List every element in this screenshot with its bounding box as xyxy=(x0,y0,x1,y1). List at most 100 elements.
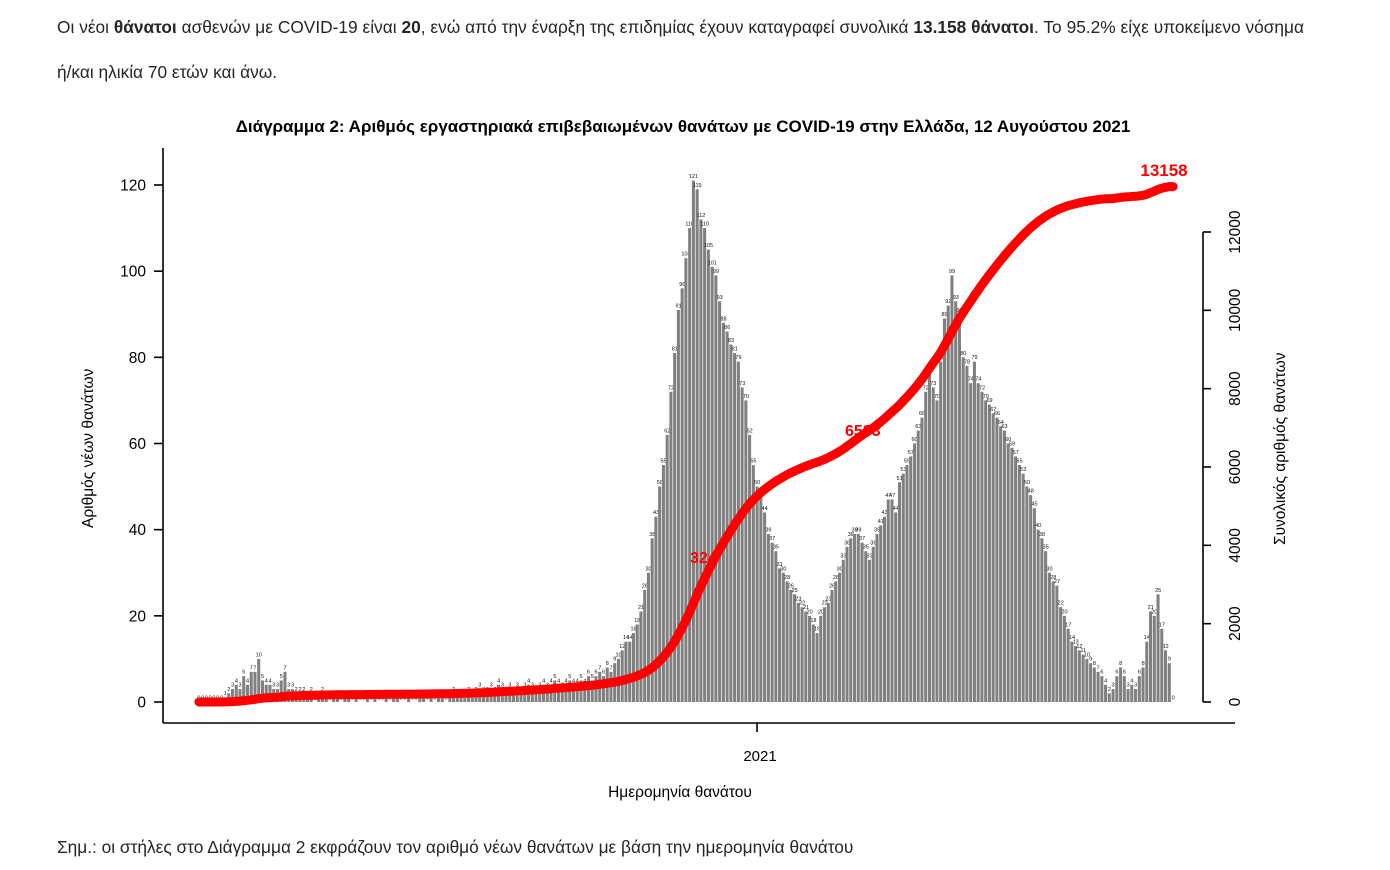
y-axis-left-title: Αριθμός νέων θανάτων xyxy=(80,368,97,528)
intro-segment-bold: 13.158 θάνατοι xyxy=(913,17,1034,37)
svg-text:48: 48 xyxy=(1028,489,1034,495)
svg-text:92: 92 xyxy=(945,299,951,305)
svg-text:12: 12 xyxy=(1163,644,1169,650)
svg-text:4: 4 xyxy=(246,678,249,684)
svg-text:8: 8 xyxy=(1119,661,1122,667)
svg-text:20: 20 xyxy=(1151,609,1157,615)
svg-text:4: 4 xyxy=(542,678,545,684)
svg-text:21: 21 xyxy=(638,605,644,611)
svg-text:4: 4 xyxy=(1104,678,1107,684)
svg-text:2: 2 xyxy=(302,687,305,693)
svg-text:11: 11 xyxy=(1080,648,1086,654)
svg-text:57: 57 xyxy=(1013,450,1019,456)
intro-segment-bold: θάνατοι xyxy=(113,17,177,37)
svg-text:16: 16 xyxy=(630,627,636,633)
svg-text:4: 4 xyxy=(576,678,579,684)
svg-text:79: 79 xyxy=(971,355,977,361)
svg-text:36: 36 xyxy=(870,540,876,546)
svg-text:14: 14 xyxy=(1144,635,1150,641)
svg-text:69: 69 xyxy=(986,398,992,404)
svg-text:103: 103 xyxy=(681,252,690,258)
svg-text:60: 60 xyxy=(1005,437,1011,443)
svg-text:7: 7 xyxy=(1097,665,1100,671)
svg-text:4: 4 xyxy=(235,678,238,684)
svg-text:66: 66 xyxy=(994,411,1000,417)
svg-text:86: 86 xyxy=(724,325,730,331)
svg-text:63: 63 xyxy=(1001,424,1007,430)
svg-text:28: 28 xyxy=(833,575,839,581)
svg-text:4000: 4000 xyxy=(1227,528,1244,563)
svg-text:6: 6 xyxy=(602,670,605,676)
svg-text:14: 14 xyxy=(627,635,633,641)
svg-text:83: 83 xyxy=(728,338,734,344)
svg-text:6: 6 xyxy=(587,670,590,676)
svg-text:67: 67 xyxy=(990,407,996,413)
svg-text:101: 101 xyxy=(708,260,717,266)
svg-text:2: 2 xyxy=(1108,687,1111,693)
svg-text:110: 110 xyxy=(685,222,694,228)
svg-text:57: 57 xyxy=(908,450,914,456)
svg-text:47: 47 xyxy=(885,493,891,499)
svg-text:72: 72 xyxy=(668,385,674,391)
svg-text:8: 8 xyxy=(1093,661,1096,667)
svg-text:3: 3 xyxy=(276,683,279,689)
svg-text:80: 80 xyxy=(960,351,966,357)
svg-text:12000: 12000 xyxy=(1227,210,1244,253)
svg-text:0: 0 xyxy=(445,696,448,702)
svg-text:72: 72 xyxy=(923,385,929,391)
svg-text:28: 28 xyxy=(784,575,790,581)
intro-segment: Οι νέοι xyxy=(57,17,114,37)
svg-text:14: 14 xyxy=(623,635,629,641)
svg-text:51: 51 xyxy=(897,476,903,482)
svg-text:2: 2 xyxy=(310,687,313,693)
svg-text:100: 100 xyxy=(120,264,146,281)
svg-text:7: 7 xyxy=(598,665,601,671)
svg-text:9: 9 xyxy=(1089,657,1092,663)
svg-text:10: 10 xyxy=(256,652,262,658)
svg-text:6: 6 xyxy=(242,670,245,676)
svg-text:74: 74 xyxy=(975,377,981,383)
svg-text:30: 30 xyxy=(645,566,651,572)
y-axis-right-title: Συνολικός αριθμός θανάτων xyxy=(1272,352,1289,545)
svg-text:88: 88 xyxy=(720,316,726,322)
svg-text:99: 99 xyxy=(949,269,955,275)
svg-text:5: 5 xyxy=(568,674,571,680)
svg-text:59: 59 xyxy=(1009,441,1015,447)
svg-text:5: 5 xyxy=(280,674,283,680)
svg-text:4: 4 xyxy=(572,678,575,684)
svg-text:119: 119 xyxy=(693,183,702,189)
svg-text:3: 3 xyxy=(478,683,481,689)
svg-text:66: 66 xyxy=(919,411,925,417)
svg-text:80: 80 xyxy=(129,350,147,367)
svg-text:5: 5 xyxy=(261,674,264,680)
svg-text:50: 50 xyxy=(754,480,760,486)
x-axis-year-tick-label: 2021 xyxy=(743,748,777,765)
svg-text:20: 20 xyxy=(129,608,147,625)
svg-text:3: 3 xyxy=(523,683,526,689)
svg-text:2000: 2000 xyxy=(1227,606,1244,641)
intro-segment-bold: 20 xyxy=(401,17,421,37)
svg-text:105: 105 xyxy=(704,243,713,249)
svg-text:73: 73 xyxy=(739,381,745,387)
footnote: Σημ.: οι στήλες στο Διάγραμμα 2 εκφράζου… xyxy=(57,837,854,857)
svg-text:110: 110 xyxy=(700,222,709,228)
svg-text:35: 35 xyxy=(1043,545,1049,551)
svg-text:12: 12 xyxy=(619,644,625,650)
svg-text:26: 26 xyxy=(788,583,794,589)
svg-text:23: 23 xyxy=(825,596,831,602)
svg-text:55: 55 xyxy=(660,459,666,465)
svg-text:70: 70 xyxy=(743,394,749,400)
svg-text:25: 25 xyxy=(1155,588,1161,594)
svg-text:4: 4 xyxy=(269,678,272,684)
svg-text:13: 13 xyxy=(1073,639,1079,645)
svg-text:35: 35 xyxy=(863,545,869,551)
svg-text:21: 21 xyxy=(803,605,809,611)
svg-text:7: 7 xyxy=(254,665,257,671)
svg-text:20: 20 xyxy=(818,609,824,615)
svg-text:3: 3 xyxy=(490,683,493,689)
svg-text:27: 27 xyxy=(1054,579,1060,585)
svg-text:3: 3 xyxy=(1127,683,1130,689)
svg-text:22: 22 xyxy=(1058,601,1064,607)
svg-text:3: 3 xyxy=(1134,683,1137,689)
